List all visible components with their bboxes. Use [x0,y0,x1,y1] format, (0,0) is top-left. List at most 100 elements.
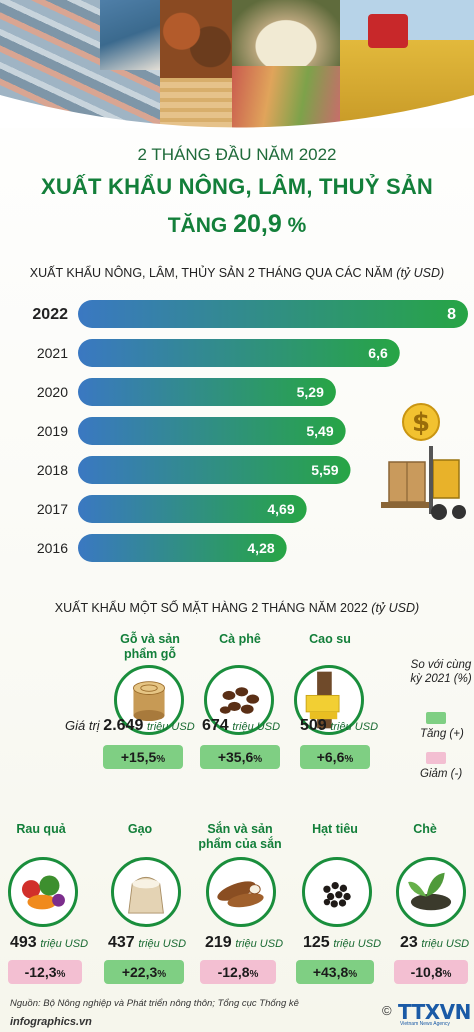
wood-icon [114,665,184,735]
section1-heading: XUẤT KHẨU NÔNG, LÂM, THỦY SẢN 2 THÁNG QU… [0,266,474,280]
value-label-2018: 5,59 [311,462,338,478]
unit-cassava: triệu USD [235,938,284,950]
value-row-vegetables: 493 triệu USD [10,934,88,952]
value-label-2021: 6,6 [368,345,388,361]
rice-icon [111,857,181,927]
bar-2016 [78,534,287,562]
section1-unit: (tỷ USD) [396,266,445,280]
unit-rice: triệu USD [138,938,187,950]
change-badge-vegetables: -12,3% [8,960,82,984]
value-tea: 23 [400,934,418,951]
change-coffee: +35,6 [217,749,254,765]
change-rice: +22,3 [121,964,158,980]
value-pepper: 125 [303,934,330,951]
farmers-photo [232,66,340,128]
product-label-pepper: Hạt tiêu [312,822,358,836]
year-label-2022: 2022 [32,306,68,323]
source-label: Nguồn: [10,998,41,1009]
bar-2018 [78,456,351,484]
unit-tea: triệu USD [421,938,470,950]
site-name: infographics.vn [10,1016,92,1028]
copyright-icon: © [382,1003,392,1018]
product-label-cassava: Sắn và sản phẩm của sắn [198,822,282,851]
bar-2021 [78,339,400,367]
value-rice: 437 [108,934,135,951]
product-label-rubber: Cao su [309,632,351,646]
bar-2020 [78,378,336,406]
value-label-2017: 4,69 [267,501,294,517]
value-cassava: 219 [205,934,232,951]
rice-photo [232,0,340,66]
bar-2019 [78,417,346,445]
pepper-icon [302,857,372,927]
value-label-2022: 8 [447,306,456,323]
legend-down-label: Giảm (-) [420,768,463,780]
value-label-2016: 4,28 [247,540,274,556]
value-rubber: 509 [300,717,327,734]
title-prefix: TĂNG [167,214,234,237]
vegetables-icon [8,857,78,927]
forklift-dollar-icon: $ [381,403,466,520]
value-label-2019: 5,49 [306,423,333,439]
value-row-rubber: 509 triệu USD [300,717,378,735]
worker-photo [100,0,162,70]
title-value: 20,9 [233,210,282,238]
year-label-2020: 2020 [37,384,68,400]
cashew-photo [160,78,232,128]
value-row-coffee: 674 triệu USD [202,717,280,735]
section2-unit: (tỷ USD) [371,601,420,615]
value-row-wood: Giá trị 2.649 triệu USD [65,717,195,735]
year-label-2018: 2018 [37,462,68,478]
logo-text: TTXVN [398,1000,471,1024]
bar-2017 [78,495,307,523]
legend-down-swatch [426,752,446,764]
section1-title: XUẤT KHẨU NÔNG, LÂM, THỦY SẢN 2 THÁNG QU… [29,266,393,280]
product-label-coffee: Cà phê [219,632,261,646]
hero-curve [0,95,474,128]
product-label-tea: Chè [413,822,437,836]
value-wood: 2.649 [103,717,144,734]
cassava-icon [206,857,276,927]
ttxvn-logo: © TTXVN Vietnam News Agency [382,1000,471,1028]
value-label-2020: 5,29 [297,384,324,400]
harvester-machine [368,14,408,48]
change-badge-rubber: +6,6% [300,745,370,769]
logo-subtext: Vietnam News Agency [400,1021,450,1027]
source-note: Nguồn: Bộ Nông nghiệp và Phát triển nông… [10,998,299,1009]
value-vegetables: 493 [10,934,37,951]
change-tea: -10,8 [410,964,443,980]
value-row-cassava: 219 triệu USD [205,934,283,952]
export-bar-chart: 2022 8 2021 6,6 2020 5,29 2019 5,49 2018 5,59 2017… [32,300,468,562]
year-label-2016: 2016 [37,540,68,556]
product-label-vegetables: Rau quả [16,822,66,836]
section2-title: XUẤT KHẨU MỘT SỐ MẶT HÀNG 2 THÁNG NĂM 20… [54,601,368,615]
rubber-icon [294,665,364,735]
section2-heading: XUẤT KHẨU MỘT SỐ MẶT HÀNG 2 THÁNG NĂM 20… [0,601,474,615]
change-rubber: +6,6 [316,749,345,765]
svg-text:$: $ [412,408,430,438]
title-line-1: 2 THÁNG ĐẦU NĂM 2022 [137,145,337,164]
change-cassava: -12,8 [217,964,250,980]
product-label-rice: Gạo [127,822,153,836]
unit-pepper: triệu USD [333,938,382,950]
change-badge-pepper: +43,8% [296,960,374,984]
title-line-3: TĂNG 20,9 % [0,210,474,239]
change-badge-rice: +22,3% [104,960,184,984]
unit-wood: triệu USD [146,721,195,733]
spices-photo [160,0,232,78]
legend-up-label: Tăng (+) [420,728,464,740]
change-wood: +15,5 [120,749,157,765]
year-label-2021: 2021 [37,345,68,361]
title-line-2: XUẤT KHẨU NÔNG, LÂM, THUỶ SẢN [40,174,433,199]
coffee-icon [204,665,274,735]
title-suffix: % [281,214,307,237]
bar-2022 [78,300,468,328]
legend-up-swatch [426,712,446,724]
change-pepper: +43,8 [312,964,349,980]
value-row-pepper: 125 triệu USD [303,934,381,952]
product-label-wood: Gỗ và sản phẩm gỗ [120,632,180,661]
change-badge-coffee: +35,6% [200,745,280,769]
value-prefix: Giá trị [65,718,100,733]
source-text: Bộ Nông nghiệp và Phát triển nông thôn; … [40,998,299,1009]
hero-photo-collage [0,0,474,128]
